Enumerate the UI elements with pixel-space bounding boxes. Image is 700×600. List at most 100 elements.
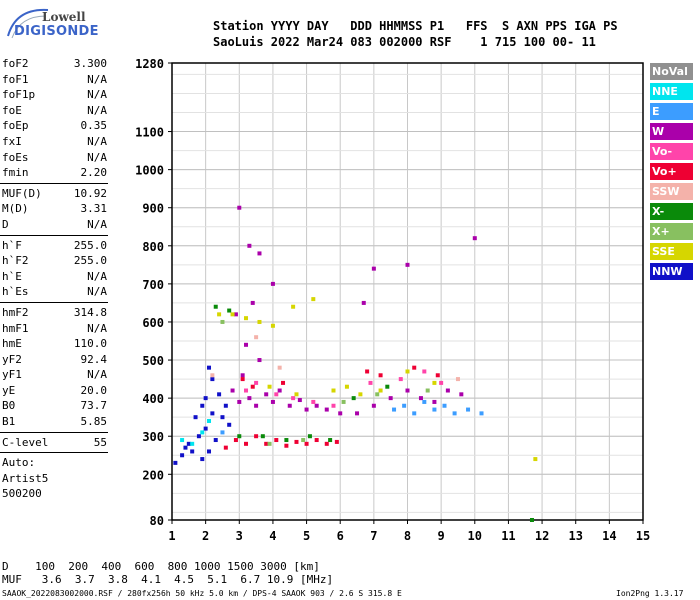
parameter-name: h`F2: [2, 254, 29, 268]
data-point-nnw: [213, 438, 218, 443]
parameter-name: foF1: [2, 72, 29, 86]
x-tick-label: 2: [202, 529, 209, 543]
data-point-vo+: [233, 438, 238, 443]
polarization-legend: NoVal NNE E W Vo- Vo+ SSW X- X+ SSE NNW: [650, 63, 693, 283]
parameter-name: hmF2: [2, 305, 29, 319]
parameter-row: B0 73.7: [0, 398, 110, 414]
parameter-name: B0: [2, 399, 16, 413]
parameter-value: 3.300: [73, 57, 107, 70]
data-point-x-: [328, 438, 333, 443]
data-point-x-: [385, 384, 390, 389]
data-point-e: [220, 430, 225, 435]
x-tick-label: 8: [404, 529, 411, 543]
data-point-vo-: [291, 396, 296, 401]
parameter-name: yF1: [2, 368, 22, 382]
data-point-sse: [344, 384, 349, 389]
parameter-row: hmF1 N/A: [0, 321, 110, 337]
data-point-e: [422, 399, 427, 404]
data-point-nnw: [223, 403, 228, 408]
parameter-name: B1: [2, 415, 16, 429]
data-point-sse: [294, 392, 299, 397]
x-tick-label: 13: [568, 529, 582, 543]
data-point-ssw: [254, 335, 259, 340]
parameter-name: h`Es: [2, 285, 29, 299]
data-point-sse: [230, 312, 235, 317]
data-point-nne: [190, 441, 195, 446]
parameter-value: 255.0: [73, 238, 107, 252]
parameter-row: foEs N/A: [0, 150, 110, 166]
data-point-nnw: [210, 377, 215, 382]
parameter-row: fxI N/A: [0, 134, 110, 150]
data-point-nnw: [203, 396, 208, 401]
data-point-w: [254, 403, 259, 408]
data-point-nne: [200, 430, 205, 435]
data-point-x+: [267, 441, 272, 446]
y-tick-label: 300: [142, 430, 164, 444]
parameter-group-profile: hmF2 314.8 hmF1 N/A hmE 110.0 yF2 92.4 yF1 N/A yE 2…: [0, 305, 110, 430]
data-point-vo+: [304, 441, 309, 446]
data-point-ssw: [277, 365, 282, 370]
data-point-ssw: [455, 377, 460, 382]
divider: [0, 452, 108, 454]
logo-arc-icon: [7, 8, 49, 39]
data-point-sse: [311, 297, 316, 302]
data-point-vo-: [422, 369, 427, 374]
data-point-w: [388, 396, 393, 401]
y-tick-label: 80: [150, 514, 164, 528]
parameter-value: 314.8: [73, 305, 107, 319]
data-point-e: [432, 407, 437, 412]
x-tick-label: 1: [168, 529, 175, 543]
logo-digisonde-text: DIGISONDE: [14, 24, 99, 39]
parameter-name: foEp: [2, 119, 29, 133]
data-point-vo+: [294, 439, 299, 444]
parameter-name: foF2: [2, 57, 29, 70]
parameter-value: N/A: [87, 88, 107, 102]
parameter-value: N/A: [87, 134, 107, 148]
data-point-sse: [432, 380, 437, 385]
legend-item-x: X-: [650, 203, 693, 220]
legend-item-x: X+: [650, 223, 693, 240]
data-point-nnw: [200, 457, 205, 462]
parameter-row: foF1p N/A: [0, 87, 110, 103]
parameter-value: 5.85: [80, 415, 108, 429]
footer-muf-row: MUF 3.6 3.7 3.8 4.1 4.5 5.1 6.7 10.9 [MH…: [2, 573, 334, 586]
x-tick-label: 14: [602, 529, 616, 543]
data-point-w: [230, 388, 235, 393]
data-point-vo-: [254, 380, 259, 385]
parameter-row: h`F 255.0: [0, 238, 110, 254]
data-point-nnw: [193, 415, 198, 420]
parameter-name: foEs: [2, 150, 29, 164]
data-point-vo+: [365, 369, 370, 374]
parameter-value: 2.20: [80, 166, 108, 180]
x-tick-label: 4: [269, 529, 276, 543]
data-point-nnw: [190, 449, 195, 454]
data-point-vo+: [281, 380, 286, 385]
data-point-sse: [331, 388, 336, 393]
data-point-sse: [358, 392, 363, 397]
data-point-w: [277, 388, 282, 393]
data-point-e: [402, 403, 407, 408]
data-point-vo-: [439, 380, 444, 385]
autoscaling-version: 500200: [2, 487, 42, 501]
legend-item-ssw: SSW: [650, 183, 693, 200]
data-point-vo+: [240, 377, 245, 382]
ionospheric-parameters-panel: foF2 3.300 foF1 N/A foF1p N/A foE N/A foEp 0.35 fx…: [0, 56, 110, 502]
data-point-vo+: [254, 434, 259, 439]
data-point-vo+: [223, 445, 228, 450]
parameter-value: N/A: [87, 321, 107, 335]
parameter-row: MUF(D) 10.92: [0, 186, 110, 202]
data-point-x+: [341, 399, 346, 404]
data-point-sse: [244, 316, 249, 321]
parameter-group-muf: MUF(D) 10.92 M(D) 3.31 D N/A: [0, 186, 110, 233]
data-point-nnw: [220, 415, 225, 420]
data-point-sse: [217, 312, 222, 317]
parameter-value: 3.31: [80, 202, 108, 216]
parameter-name: fxI: [2, 134, 22, 148]
x-tick-label: 6: [337, 529, 344, 543]
data-point-w: [257, 358, 262, 363]
parameter-row: foF1 N/A: [0, 72, 110, 88]
legend-item-noval: NoVal: [650, 63, 693, 80]
parameter-value: N/A: [87, 150, 107, 164]
data-point-w: [371, 266, 376, 271]
autoscaling-label: Auto:: [2, 456, 36, 470]
